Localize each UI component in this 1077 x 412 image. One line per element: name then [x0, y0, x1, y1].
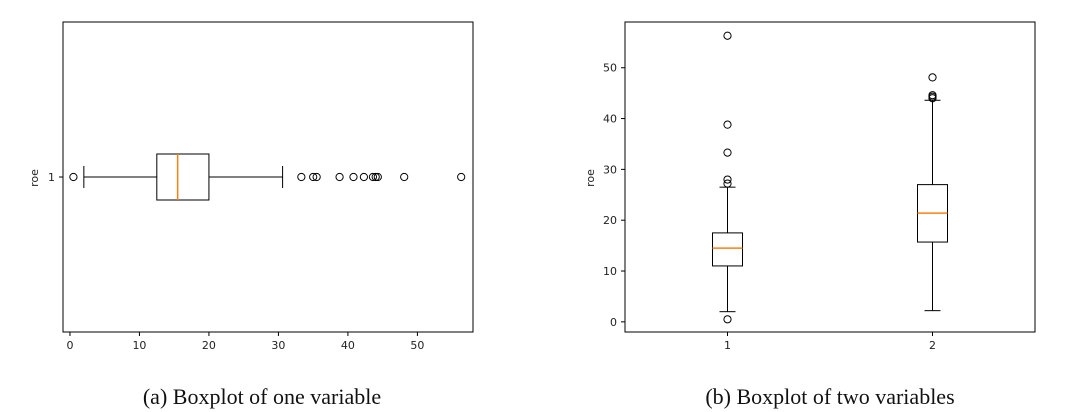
panel-a-xtick-label: 50: [410, 339, 424, 352]
panel-a-ticks: 0 10 20 30 40 50 1: [48, 171, 424, 352]
panel-a-xtick-label: 10: [132, 339, 146, 352]
box-iqr: [712, 232, 743, 267]
outlier-point: [297, 172, 306, 182]
panel-a-marks: [69, 153, 466, 201]
panel-a-xtick-label: 20: [202, 339, 216, 352]
outlier-point: [371, 172, 380, 182]
outlier-point: [309, 172, 318, 182]
panel-b-ytick-label: 30: [603, 163, 617, 176]
panel-b-ticks: 0 10 20 30 40 50 1 2: [603, 62, 936, 352]
box-iqr: [156, 153, 210, 201]
outlier-point: [723, 179, 732, 188]
outlier-point: [400, 172, 409, 182]
outlier-point: [335, 172, 344, 182]
panel-a-ytick-label: 1: [48, 171, 55, 184]
panel-b-xtick-label: 1: [724, 339, 731, 352]
outlier-point: [928, 91, 937, 100]
outlier-point: [457, 172, 466, 182]
panel-b-plot-area: [624, 21, 1036, 333]
panel-b-caption: (b) Boxplot of two variables: [705, 384, 954, 409]
outlier-point: [723, 315, 732, 324]
panel-b-ytick-label: 50: [603, 62, 617, 75]
outlier-point: [69, 172, 78, 182]
outlier-point: [723, 120, 732, 129]
panel-b-marks: [712, 31, 948, 324]
panel-b-ytick-label: 0: [610, 316, 617, 329]
outlier-point: [723, 175, 732, 184]
panel-a: roe 0 10 20 30 40 50 1 (a) Boxplot of one vari…: [28, 21, 474, 409]
panel-b-ytick-label: 20: [603, 214, 617, 227]
outlier-point: [723, 31, 732, 40]
panel-b-ylabel: roe: [584, 169, 597, 187]
panel-a-xtick-label: 0: [66, 339, 73, 352]
panel-b-ytick-label: 40: [603, 113, 617, 126]
outlier-point: [359, 172, 368, 182]
outlier-point: [723, 148, 732, 157]
panel-b-xtick-label: 2: [929, 339, 936, 352]
panel-a-caption: (a) Boxplot of one variable: [143, 384, 381, 409]
outlier-point: [373, 172, 382, 182]
outlier-point: [312, 172, 321, 182]
panel-b-ytick-label: 10: [603, 265, 617, 278]
outlier-point: [928, 73, 937, 82]
panel-b: roe 0 10 20 30 40 50 1 2 (b) Boxplot of two var…: [584, 21, 1036, 409]
outlier-point: [368, 172, 378, 182]
outlier-point: [349, 172, 358, 182]
panel-a-xtick-label: 30: [271, 339, 285, 352]
panel-a-ylabel: roe: [28, 169, 41, 187]
panel-a-xtick-label: 40: [341, 339, 355, 352]
